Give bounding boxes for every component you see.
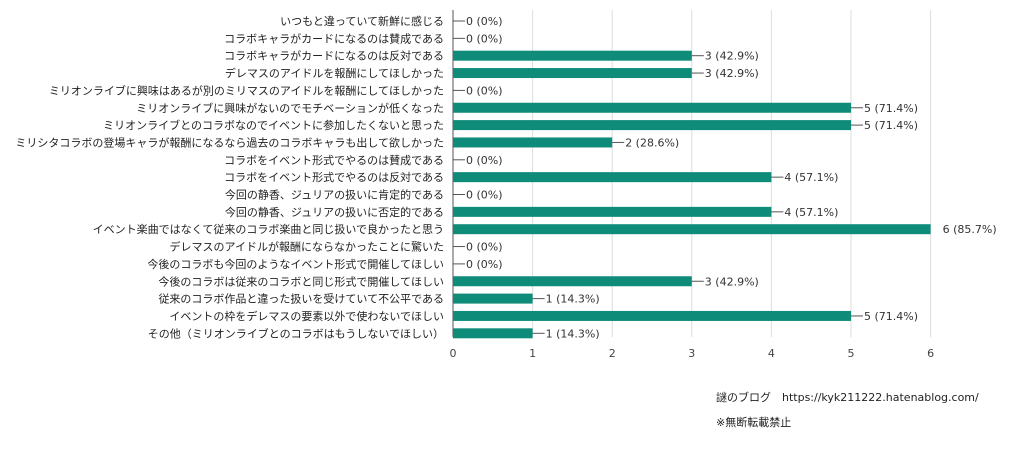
category-label: コラボをイベント形式でやるのは反対である	[224, 170, 444, 184]
value-label: 2 (28.6%)	[625, 136, 679, 149]
bar	[453, 102, 851, 113]
x-tick-label: 2	[609, 347, 616, 360]
value-label: 1 (14.3%)	[546, 293, 600, 306]
category-label: その他（ミリオンライブとのコラボはもうしないでほしい）	[148, 326, 444, 340]
category-label: ミリシタコラボの登場キャラが報酬になるなら過去のコラボキャラも出して欲しかった	[15, 135, 444, 149]
value-label: 0 (0%)	[466, 241, 503, 254]
value-label: 6 (85.7%)	[943, 223, 997, 236]
copyright-notice: ※無断転載禁止	[716, 416, 792, 429]
bar	[453, 172, 772, 183]
category-label: コラボをイベント形式でやるのは賛成である	[224, 153, 444, 167]
category-label: コラボキャラがカードになるのは賛成である	[224, 31, 444, 45]
category-label: デレマスのアイドルを報酬にしてほしかった	[225, 66, 444, 80]
value-label: 5 (71.4%)	[864, 102, 918, 115]
value-label: 3 (42.9%)	[705, 50, 759, 63]
category-label: 今回の静香、ジュリアの扱いに肯定的である	[225, 188, 444, 202]
bar	[453, 224, 931, 235]
category-label: ミリオンライブに興味がないのでモチベーションが低くなった	[136, 101, 444, 115]
x-tick-label: 6	[927, 347, 934, 360]
category-label: 今回の静香、ジュリアの扱いに否定的である	[225, 205, 444, 219]
category-label: 従来のコラボ作品と違った扱いを受けていて不公平である	[158, 292, 444, 306]
value-label: 3 (42.9%)	[705, 275, 759, 288]
bar	[453, 293, 533, 304]
category-label: いつもと違っていて新鮮に感じる	[280, 14, 444, 28]
value-label: 1 (14.3%)	[546, 327, 600, 340]
bars	[453, 50, 931, 339]
bar	[453, 206, 772, 217]
x-tick-label: 3	[688, 347, 695, 360]
value-label: 4 (57.1%)	[784, 206, 838, 219]
bar	[453, 120, 851, 131]
bar	[453, 137, 613, 148]
category-label: ミリオンライブに興味はあるが別のミリマスのアイドルを報酬にしてほしかった	[49, 83, 444, 97]
value-label: 0 (0%)	[466, 32, 503, 45]
category-label: イベントの枠をデレマスの要素以外で使わないでほしい	[169, 309, 444, 323]
category-label: 今後のコラボも今回のようなイベント形式で開催してほしい	[147, 257, 444, 271]
bar	[453, 310, 851, 321]
value-label: 0 (0%)	[466, 15, 503, 28]
category-label: デレマスのアイドルが報酬にならなかったことに驚いた	[170, 240, 444, 254]
x-tick-label: 5	[848, 347, 855, 360]
x-tick-label: 4	[768, 347, 775, 360]
x-tick-label: 1	[529, 347, 536, 360]
bar	[453, 50, 692, 61]
value-label: 0 (0%)	[466, 84, 503, 97]
value-label: 0 (0%)	[466, 154, 503, 167]
bar	[453, 328, 533, 339]
value-label: 3 (42.9%)	[705, 67, 759, 80]
value-label: 0 (0%)	[466, 258, 503, 271]
value-labels: 0 (0%) 0 (0%) 3 (42.9%) 3 (42.9%) 0 (0%) 5 (7…	[453, 15, 997, 340]
category-label: コラボキャラがカードになるのは反対である	[224, 49, 444, 63]
blog-credit: 謎のブログ https://kyk211222.hatenablog.com/	[716, 391, 979, 404]
value-label: 0 (0%)	[466, 189, 503, 202]
value-label: 5 (71.4%)	[864, 310, 918, 323]
x-axis: 0 1 2 3 4 5 6	[450, 347, 935, 360]
category-label: イベント楽曲ではなくて従来のコラボ楽曲と同じ扱いで良かったと思う	[93, 222, 444, 236]
category-label: 今後のコラボは従来のコラボと同じ形式で開催してほしい	[158, 274, 444, 288]
bar	[453, 68, 692, 79]
x-tick-label: 0	[450, 347, 457, 360]
bar	[453, 276, 692, 287]
category-labels: いつもと違っていて新鮮に感じるコラボキャラがカードになるのは賛成であるコラボキャ…	[15, 14, 444, 340]
category-label: ミリオンライブとのコラボなのでイベントに参加したくないと思った	[103, 118, 444, 132]
value-label: 4 (57.1%)	[784, 171, 838, 184]
value-label: 5 (71.4%)	[864, 119, 918, 132]
